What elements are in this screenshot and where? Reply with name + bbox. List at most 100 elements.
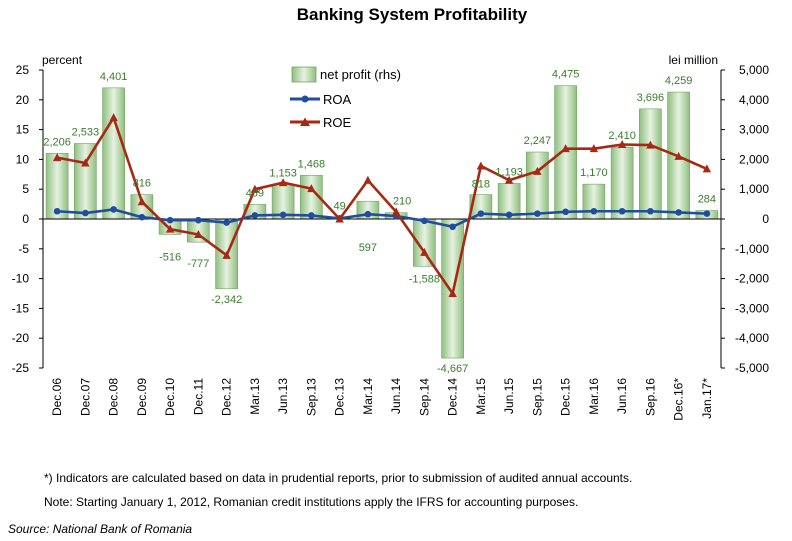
net-profit-data-label: 2,247: [524, 135, 552, 147]
net-profit-bar: [526, 151, 549, 220]
net-profit-data-label: -516: [159, 251, 181, 263]
x-tick-label: Dec.14: [446, 378, 460, 416]
right-tick-label: -4,000: [735, 331, 769, 345]
roa-point: [279, 211, 287, 219]
net-profit-data-label: 597: [359, 242, 377, 254]
roe-point: [222, 250, 231, 259]
roa-point: [110, 206, 117, 213]
roa-point: [166, 216, 174, 224]
left-tick-label: -10: [12, 272, 30, 286]
roe-point: [646, 140, 655, 149]
net-profit-data-label: 210: [393, 196, 411, 208]
legend: net profit (rhs) ROA ROE: [290, 66, 401, 130]
roe-point: [165, 224, 175, 233]
roa-line: [57, 208, 707, 229]
net-profit-data-label: -1,588: [409, 273, 440, 285]
x-tick-label: Sep.13: [304, 378, 318, 416]
roe-point: [617, 140, 627, 148]
x-tick-label: Jun.13: [276, 378, 290, 414]
legend-marker-roe: [300, 117, 310, 126]
roa-point: [251, 212, 259, 219]
x-tick-label: Dec.13: [333, 378, 347, 416]
net-profit-data-label: -4,667: [437, 363, 468, 375]
net-profit-data-label: 2,206: [43, 136, 71, 148]
right-tick-label: 1,000: [739, 182, 769, 196]
x-tick-label: Dec.09: [135, 378, 149, 416]
roe-point: [278, 178, 288, 187]
roa-point: [82, 209, 89, 217]
left-tick-label: -5: [18, 242, 29, 256]
roe-point: [674, 151, 683, 160]
net-profit-data-label: 4,401: [100, 71, 128, 83]
roe-point: [533, 166, 542, 175]
net-profit-data-label: 2,533: [72, 127, 100, 139]
net-profit-bar: [639, 108, 662, 220]
x-tick-label: Dec.15: [559, 378, 573, 416]
roa-point: [562, 208, 569, 216]
left-axis-title: percent: [42, 53, 83, 67]
right-tick-label: 4,000: [739, 93, 769, 107]
roa-point: [138, 213, 146, 221]
legend-label-net-profit: net profit (rhs): [320, 67, 401, 82]
right-tick-label: 2,000: [739, 152, 769, 166]
roe-point: [391, 207, 401, 216]
x-tick-label: Sep.14: [417, 378, 431, 416]
roe-point: [307, 184, 316, 193]
net-profit-data-label: 489: [246, 187, 264, 199]
left-tick-label: 0: [22, 212, 29, 226]
net-profit-data-label: 2,410: [608, 130, 636, 142]
roe-point: [476, 161, 486, 170]
right-axis-ticks: -5,000 -4,000 -3,000 -2,000 -1,000 0 1,000 2,00…: [721, 63, 769, 375]
net-profit-data-label: 4,259: [665, 75, 693, 87]
x-tick-label: Jan.17*: [700, 378, 714, 419]
roe-point: [52, 153, 62, 162]
roe-point: [420, 247, 429, 256]
net-profit-bar: [102, 87, 125, 220]
net-profit-data-label: 1,468: [298, 158, 326, 170]
legend-label-roe: ROE: [323, 115, 352, 130]
net-profit-data-label: 284: [698, 194, 716, 206]
x-tick-label: Dec.12: [220, 378, 234, 416]
ifrs-note: Note: Starting January 1, 2012, Romanian…: [44, 495, 578, 509]
net-profit-bar: [554, 85, 577, 220]
x-tick-label: Mar.13: [248, 378, 262, 415]
left-tick-label: -25: [12, 361, 30, 375]
legend-marker-roa: [301, 95, 309, 103]
net-profit-data-label: 49: [334, 201, 346, 213]
ratio-lines: [52, 113, 712, 297]
left-tick-label: -20: [12, 331, 30, 345]
right-tick-label: -3,000: [735, 301, 769, 315]
roe-point: [81, 158, 90, 167]
x-tick-label: Mar.15: [474, 378, 488, 415]
roa-point: [675, 209, 682, 216]
right-tick-label: -2,000: [735, 272, 769, 286]
roa-point: [505, 211, 513, 219]
left-tick-label: 10: [16, 152, 30, 166]
x-tick-label: Dec.16*: [672, 378, 686, 421]
x-tick-label: Mar.16: [587, 378, 601, 415]
right-tick-label: 5,000: [739, 63, 769, 77]
roa-point: [477, 210, 485, 217]
net-profit-data-label: 3,696: [637, 92, 665, 104]
x-tick-label: Jun.16: [615, 378, 629, 414]
roa-point: [647, 207, 654, 215]
x-tick-label: Dec.11: [191, 378, 205, 415]
roe-point: [363, 175, 373, 184]
roa-point: [195, 216, 202, 224]
roa-point: [53, 207, 61, 215]
net-profit-data-label: 1,170: [580, 167, 608, 179]
left-axis-ticks: -25 -20 -15 -10 -5 0 5 10 15 20 25: [12, 63, 43, 375]
x-tick-label: Dec.10: [163, 378, 177, 416]
right-tick-label: -1,000: [735, 242, 769, 256]
roe-point: [137, 197, 147, 206]
net-profit-bars: [45, 85, 719, 359]
legend-swatch-net-profit: [291, 66, 317, 83]
x-axis-ticks: Dec.06 Dec.07 Dec.08 Dec.09 Dec.10 Dec.11 Dec.…: [50, 378, 714, 421]
x-tick-label: Sep.16: [643, 378, 657, 416]
roe-point: [335, 214, 344, 223]
roa-point: [590, 207, 598, 215]
roe-point: [589, 144, 599, 153]
roe-point: [250, 184, 260, 193]
left-tick-label: 5: [22, 182, 29, 196]
roa-point: [703, 210, 711, 217]
